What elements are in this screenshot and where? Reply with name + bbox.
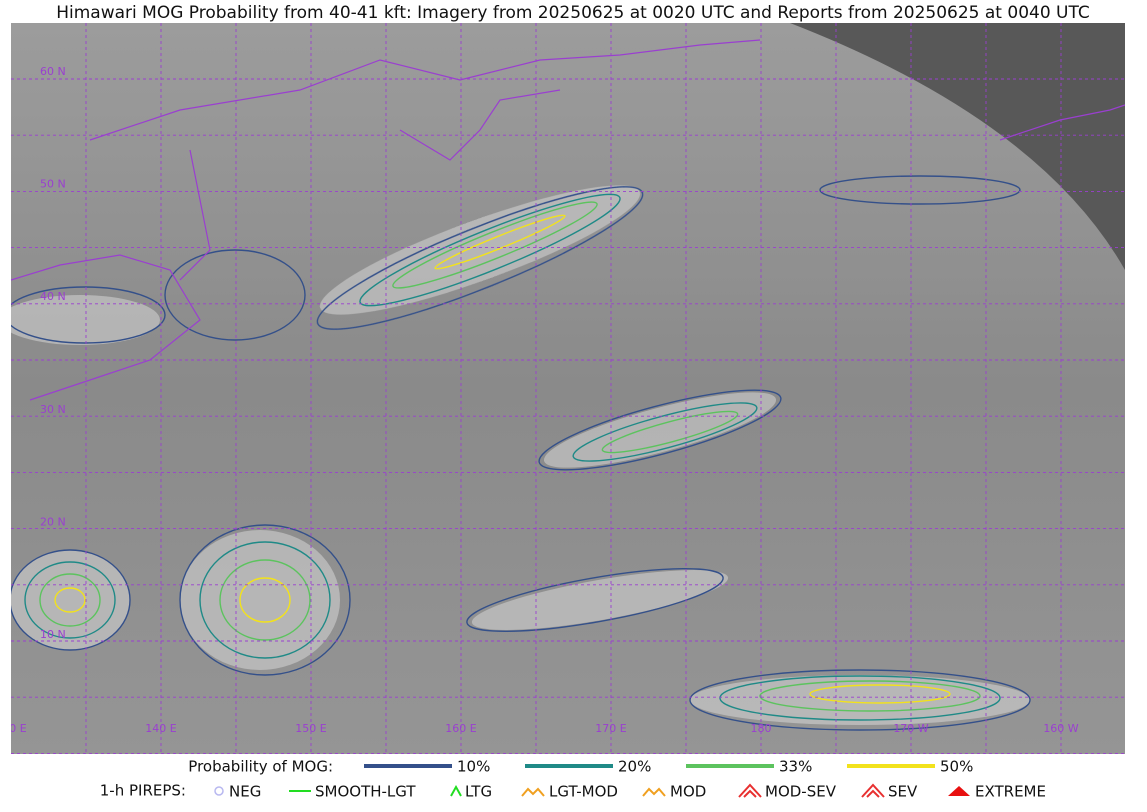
longitude-label: 140 E — [145, 722, 176, 735]
legend-label: 33% — [779, 758, 812, 776]
latitude-label: 40 N — [40, 290, 66, 303]
legend-label: 50% — [940, 758, 973, 776]
pirep-symbol — [214, 786, 224, 796]
longitude-label: 160 E — [445, 722, 476, 735]
probability-contours — [11, 175, 1031, 731]
map: 60 N 50 N 40 N 30 N 20 N 10 N 130 E 140 E 150 E 1… — [0, 23, 1125, 754]
coastlines — [11, 39, 1125, 401]
no-data-region — [790, 23, 1125, 270]
pirep-symbol — [521, 787, 545, 797]
latitude-label: 30 N — [40, 403, 66, 416]
pirep-symbol — [948, 786, 970, 796]
legend-label: EXTREME — [975, 783, 1046, 801]
legend-label: LGT-MOD — [549, 783, 618, 801]
legend-label: 20% — [618, 758, 651, 776]
latitude-label: 10 N — [40, 628, 66, 641]
legend-label: SEV — [888, 783, 918, 801]
pireps-legend-title: 1-h PIREPS: — [100, 782, 186, 800]
legend-label: SMOOTH-LGT — [315, 783, 416, 801]
latitude-label: 50 N — [40, 178, 66, 191]
probability-legend-title: Probability of MOG: — [188, 758, 333, 776]
title: Himawari MOG Probability from 40-41 kft:… — [56, 3, 1090, 23]
satellite-image — [11, 23, 1125, 754]
legend-label: MOD — [670, 783, 706, 801]
graticule — [11, 23, 1125, 754]
legend-label: MOD-SEV — [765, 783, 837, 801]
longitude-label: 130 E — [0, 722, 27, 735]
longitude-label: 150 E — [295, 722, 326, 735]
legend-label: 10% — [457, 758, 490, 776]
latitude-label: 20 N — [40, 515, 66, 528]
latitude-label: 60 N — [40, 65, 66, 78]
legend: Probability of MOG: 10% 20% 33% 50% 1-h PIREP… — [100, 758, 1046, 801]
pirep-symbol — [642, 787, 666, 797]
legend-label: LTG — [465, 783, 492, 801]
longitude-label: 180 — [751, 722, 772, 735]
longitude-label: 160 W — [1043, 722, 1078, 735]
pirep-symbol — [738, 783, 762, 798]
pirep-symbol — [450, 784, 462, 797]
longitude-label: 170 W — [893, 722, 928, 735]
longitude-label: 170 E — [595, 722, 626, 735]
legend-label: NEG — [229, 783, 261, 801]
pirep-symbol — [861, 783, 885, 798]
